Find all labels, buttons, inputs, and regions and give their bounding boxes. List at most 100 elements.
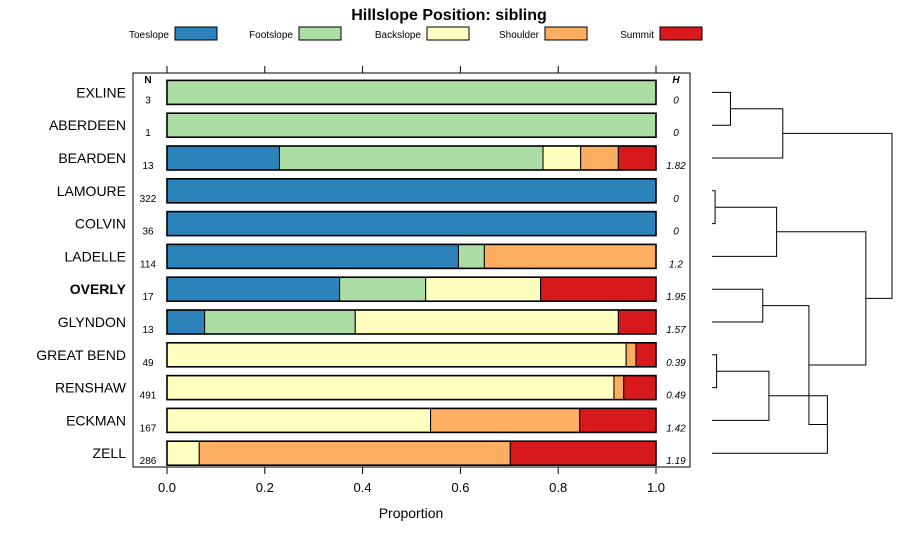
- bar-glyndon-footslope: [204, 309, 356, 335]
- bar-renshaw-summit: [623, 375, 657, 401]
- dendrogram-branch: [712, 108, 784, 159]
- bar-outline-exline: [166, 79, 657, 106]
- legend-label-backslope: Backslope: [375, 30, 422, 41]
- bar-eckman-summit: [579, 407, 657, 433]
- legend-label-summit: Summit: [620, 30, 654, 41]
- bar-bearden-footslope: [278, 145, 544, 171]
- category-label-zell: ZELL: [93, 445, 127, 461]
- bar-bearden-toeslope: [166, 145, 280, 171]
- x-tick-label: 0.0: [158, 480, 176, 495]
- bar-bearden-backslope: [542, 145, 582, 171]
- bar-outline-ladelle: [166, 243, 657, 270]
- x-axis: 0.0 0.2 0.4 0.6 0.8 1.0: [158, 467, 665, 495]
- dendrogram-branch: [776, 231, 867, 366]
- bar-outline-zell: [166, 440, 657, 467]
- bar-glyndon-toeslope: [166, 309, 206, 335]
- category-label-ladelle: LADELLE: [65, 248, 126, 264]
- bar-overly-backslope: [425, 276, 542, 302]
- bar-outline-great-bend: [166, 341, 657, 368]
- x-tick-label: 0.8: [549, 480, 567, 495]
- category-label-overly: OVERLY: [70, 281, 127, 297]
- h-label-renshaw: 0.49: [666, 391, 686, 402]
- h-label-aberdeen: 0: [673, 128, 679, 139]
- h-label-great-bend: 0.39: [666, 358, 686, 369]
- h-label-glyndon: 1.57: [666, 325, 686, 336]
- category-label-exline: EXLINE: [76, 84, 126, 100]
- h-header: H: [672, 75, 680, 86]
- bars: [166, 79, 657, 467]
- h-label-colvin: 0: [673, 227, 679, 238]
- legend-label-shoulder: Shoulder: [499, 30, 540, 41]
- plot-frame: [132, 72, 691, 468]
- bar-renshaw-backslope: [166, 375, 615, 401]
- h-label-zell: 1.19: [666, 456, 686, 467]
- bar-zell-summit: [509, 440, 657, 466]
- category-label-aberdeen: ABERDEEN: [49, 117, 126, 133]
- bar-outline-lamoure: [166, 178, 657, 204]
- h-labels: 0 0 1.82 0 0 1.2 1.95 1.57 0.39 0.49 1.42 1.19: [666, 95, 686, 467]
- bar-colvin-toeslope: [166, 211, 657, 237]
- dendrogram-branch: [712, 206, 778, 257]
- n-label-overly: 17: [142, 292, 154, 303]
- bar-great-bend-summit: [635, 342, 657, 368]
- legend-swatch-toeslope: [174, 26, 218, 41]
- bar-outline-colvin: [166, 210, 657, 237]
- n-label-aberdeen: 1: [145, 128, 151, 139]
- legend-swatch-summit: [659, 26, 703, 41]
- bar-outline-overly: [166, 276, 657, 303]
- h-label-ladelle: 1.2: [669, 259, 683, 270]
- bar-outline-glyndon: [166, 309, 657, 335]
- bar-glyndon-backslope: [354, 309, 619, 335]
- bar-zell-shoulder: [198, 440, 511, 466]
- category-label-bearden: BEARDEN: [58, 150, 126, 166]
- category-label-eckman: ECKMAN: [66, 412, 126, 428]
- legend-label-toeslope: Toeslope: [129, 30, 169, 41]
- chart-title: Hillslope Position: sibling: [351, 7, 547, 24]
- category-label-lamoure: LAMOURE: [57, 183, 126, 199]
- dendrogram-branch: [712, 288, 764, 323]
- bar-overly-toeslope: [166, 276, 341, 302]
- h-label-lamoure: 0: [673, 194, 679, 205]
- dendrogram-branch: [782, 132, 893, 299]
- bar-ladelle-footslope: [457, 243, 485, 269]
- dendrogram-branch: [712, 91, 731, 126]
- n-header: N: [144, 75, 151, 86]
- category-labels: EXLINE ABERDEEN BEARDEN LAMOURE COLVIN LADELL…: [36, 84, 127, 461]
- bar-eckman-shoulder: [430, 407, 581, 433]
- legend-label-footslope: Footslope: [249, 30, 293, 41]
- h-label-exline: 0: [673, 95, 679, 106]
- x-tick-label: 0.6: [451, 480, 469, 495]
- x-tick-label: 1.0: [647, 480, 665, 495]
- bar-overly-summit: [540, 276, 657, 302]
- bar-outline-eckman: [166, 407, 657, 434]
- n-label-glyndon: 13: [142, 325, 154, 336]
- bar-exline-footslope: [166, 79, 657, 105]
- bar-aberdeen-footslope: [166, 112, 657, 138]
- h-label-overly: 1.95: [666, 292, 686, 303]
- bar-overly-footslope: [339, 276, 427, 302]
- n-label-zell: 286: [140, 456, 157, 467]
- bar-glyndon-summit: [617, 309, 657, 335]
- category-label-renshaw: RENSHAW: [55, 380, 127, 396]
- bar-bearden-shoulder: [580, 145, 619, 171]
- n-label-ladelle: 114: [140, 259, 156, 270]
- dendrogram-branch: [712, 190, 716, 225]
- h-label-bearden: 1.82: [666, 161, 686, 172]
- bar-bearden-summit: [617, 145, 657, 171]
- n-label-renshaw: 491: [140, 391, 157, 402]
- n-label-great-bend: 49: [142, 358, 154, 369]
- bar-great-bend-backslope: [166, 342, 627, 368]
- n-label-colvin: 36: [142, 227, 154, 238]
- bar-ladelle-shoulder: [483, 243, 657, 269]
- x-tick-label: 0.4: [354, 480, 372, 495]
- n-label-eckman: 167: [140, 423, 157, 434]
- legend: Toeslope Footslope Backslope Shoulder Summit: [129, 26, 703, 41]
- x-tick-label: 0.2: [256, 480, 274, 495]
- n-label-lamoure: 322: [140, 194, 157, 205]
- dendrogram-branch: [712, 354, 718, 389]
- bar-great-bend-shoulder: [625, 342, 637, 368]
- category-label-great-bend: GREAT BEND: [36, 347, 126, 363]
- legend-swatch-footslope: [298, 26, 342, 41]
- x-axis-label: Proportion: [379, 505, 444, 521]
